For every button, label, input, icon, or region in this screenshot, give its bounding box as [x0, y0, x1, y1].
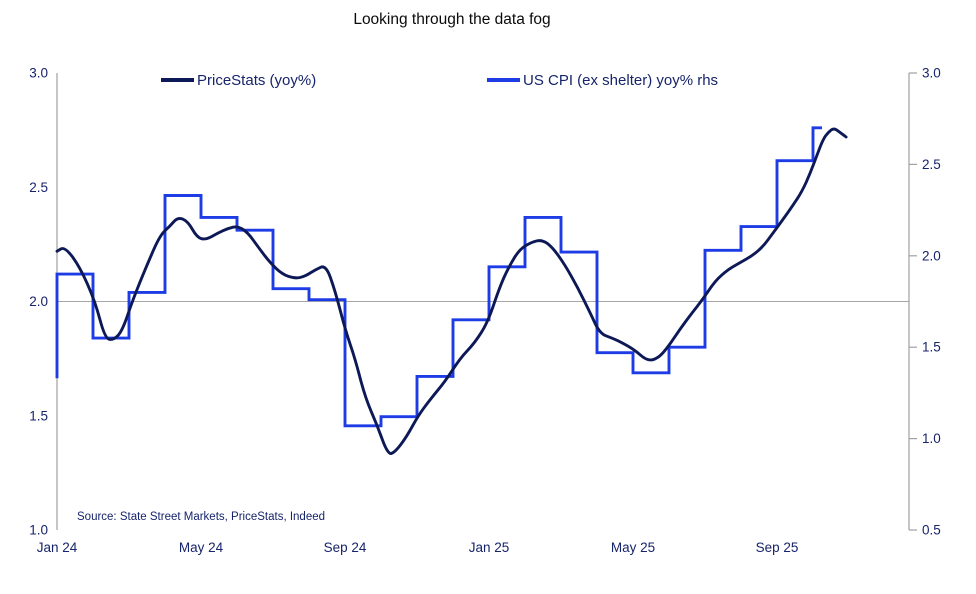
chart-title: Looking through the data fog	[353, 11, 551, 28]
source-note: Source: State Street Markets, PriceStats…	[77, 511, 326, 523]
right-axis-tick-label: 0.5	[922, 523, 941, 538]
x-axis-tick-label: May 25	[611, 540, 655, 555]
legend-label-cpi: US CPI (ex shelter) yoy% rhs	[523, 71, 719, 89]
right-axis-tick-label: 1.0	[922, 431, 941, 446]
pricestats-line-swatch	[161, 78, 194, 82]
x-axis-tick-label: Jan 25	[469, 540, 510, 555]
left-axis-tick-label: 3.0	[29, 66, 48, 81]
legend-item-pricestats: PriceStats (yoy%)	[161, 71, 317, 89]
x-axis-tick-label: Jan 24	[37, 540, 78, 555]
pricestats-line	[55, 127, 848, 455]
right-axis-tick-label: 3.0	[922, 66, 941, 81]
right-axis-tick-label: 2.0	[922, 248, 941, 263]
left-axis-tick-label: 1.5	[29, 408, 48, 423]
right-axis-tick-label: 2.5	[922, 157, 941, 172]
left-axis-tick-label: 2.0	[29, 294, 48, 309]
cpi-line-swatch	[487, 78, 520, 82]
left-axis-tick-label: 1.0	[29, 523, 48, 538]
legend-label-pricestats: PriceStats (yoy%)	[197, 71, 317, 89]
cpi-step-line	[55, 126, 822, 428]
left-axis-tick-label: 2.5	[29, 180, 48, 195]
legend-item-cpi: US CPI (ex shelter) yoy% rhs	[487, 71, 719, 89]
x-axis-tick-label: Sep 24	[324, 540, 367, 555]
x-axis-tick-label: Sep 25	[756, 540, 799, 555]
x-axis-tick-label: May 24	[179, 540, 224, 555]
right-axis-tick-label: 1.5	[922, 340, 941, 355]
